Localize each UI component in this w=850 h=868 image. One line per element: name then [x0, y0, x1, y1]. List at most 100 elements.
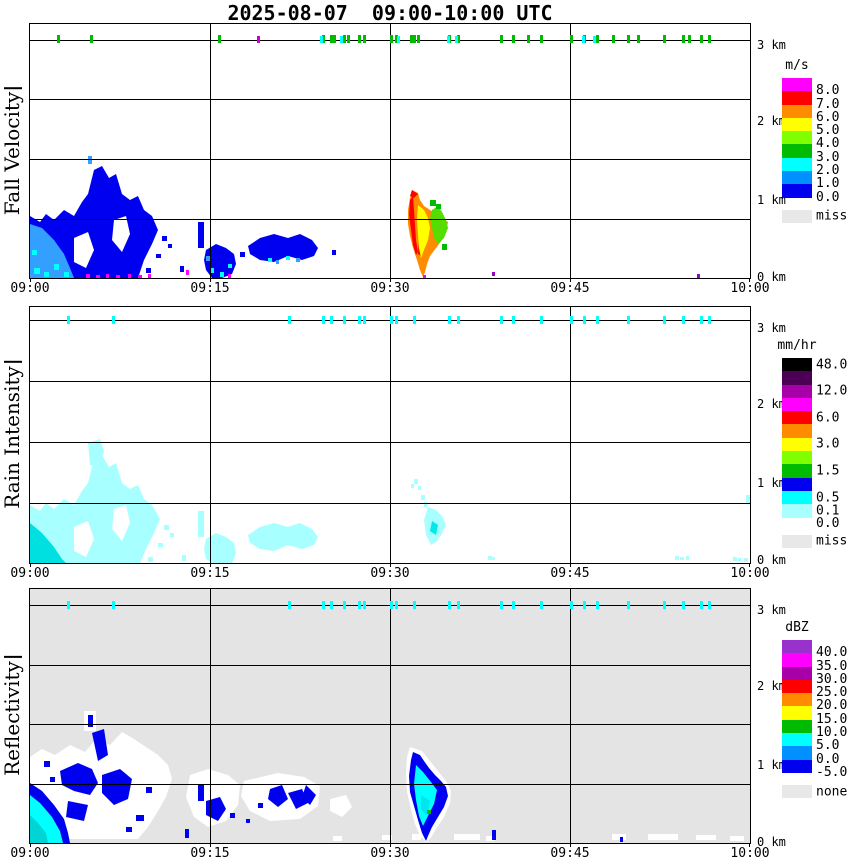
- x-tick: [210, 278, 211, 282]
- axis-title-bar: [4, 656, 22, 659]
- x-tick: [570, 563, 571, 567]
- legend-label: 40.0: [816, 645, 848, 661]
- legend-label: 48.0: [816, 357, 848, 373]
- axis-title-fall-velocity: Fall Velocity: [0, 86, 24, 215]
- legend-band: [782, 477, 812, 491]
- axis-title-rain-intensity: Rain Intensity: [0, 361, 24, 509]
- legend-label: 0.1: [816, 503, 840, 519]
- x-tick: [390, 278, 391, 282]
- legend-band: [782, 424, 812, 438]
- legend-miss-band: none: [782, 784, 847, 799]
- legend-band: 40.0: [782, 640, 847, 660]
- legend-label: 8.0: [816, 83, 840, 99]
- x-tick: [210, 563, 211, 567]
- panel-reflectivity: Reflectivity 3 km 2 km 1 km 0 km 09:00 0…: [0, 588, 786, 861]
- legend-label: 0.5: [816, 490, 840, 506]
- legend-label: -5.0: [816, 764, 848, 780]
- legend-band: 3.0: [782, 144, 839, 165]
- legend-label: 5.0: [816, 123, 840, 139]
- legend-band: 5.0: [782, 117, 839, 138]
- legend-label: 1.5: [816, 463, 840, 479]
- x-tick: [570, 843, 571, 847]
- legend-title: mm/hr: [777, 338, 817, 353]
- legend-band: 35.0: [782, 653, 847, 674]
- legend-label: 35.0: [816, 658, 848, 674]
- legend-band: -5.0: [782, 759, 847, 780]
- ylabel-1km: 1 km: [757, 193, 786, 207]
- x-tick: [749, 278, 750, 282]
- legend-label: 25.0: [816, 685, 848, 701]
- legend-label: 3.0: [816, 436, 840, 452]
- x-tick: [30, 563, 31, 567]
- legend-label: 2.0: [816, 163, 840, 179]
- legend-band: 3.0: [782, 437, 839, 452]
- legend-band: 1.0: [782, 171, 839, 191]
- legend-miss-band: miss: [782, 534, 847, 549]
- ylabel-0km: 0 km: [757, 553, 786, 567]
- ylabel-1km: 1 km: [757, 476, 786, 490]
- x-tick: [570, 278, 571, 282]
- legend-label: 15.0: [816, 711, 848, 727]
- legend-band: 10.0: [782, 719, 847, 740]
- legend-band: [782, 397, 812, 412]
- ylabel-3km: 3 km: [757, 603, 786, 617]
- legend-band: 15.0: [782, 706, 847, 727]
- xlabel-0915: 09:15: [190, 846, 230, 861]
- legend-rain-intensity: mm/hr 48.0 12.0 6.0 3.0 1.5 0.5 0.1 0.0 miss: [777, 338, 847, 549]
- ylabel-0km: 0 km: [757, 270, 786, 284]
- legend-label: 20.0: [816, 698, 848, 714]
- legend-title: dBZ: [785, 620, 809, 635]
- legend-band: 6.0: [782, 410, 839, 425]
- legend-label: 3.0: [816, 149, 840, 165]
- legend-label: none: [816, 784, 848, 800]
- axis-title-bar: [4, 86, 22, 89]
- legend-band: 48.0: [782, 357, 847, 372]
- ylabel-1km: 1 km: [757, 758, 786, 772]
- xlabel-0915: 09:15: [190, 281, 230, 296]
- axis-title-reflectivity: Reflectivity: [0, 656, 24, 776]
- legend-title: m/s: [785, 58, 809, 73]
- xlabel-0930: 09:30: [370, 846, 410, 861]
- xlabel-0900: 09:00: [10, 281, 50, 296]
- xlabel-0945: 09:45: [550, 566, 590, 581]
- legend-band: 7.0: [782, 91, 839, 112]
- fall-velocity-heatmap: [30, 24, 750, 278]
- x-tick: [210, 843, 211, 847]
- legend-band: 4.0: [782, 131, 839, 151]
- x-tick: [749, 843, 750, 847]
- xlabel-0915: 09:15: [190, 566, 230, 581]
- xlabel-0945: 09:45: [550, 281, 590, 296]
- legend-band: 30.0: [782, 666, 847, 687]
- legend-band: 20.0: [782, 693, 847, 713]
- legend-label: 10.0: [816, 725, 848, 741]
- legend-band: 0.1: [782, 503, 839, 518]
- legend-band: 0.5: [782, 490, 839, 505]
- page-title: 2025-08-07 09:00-10:00 UTC: [227, 1, 553, 25]
- legend-label: miss: [816, 533, 848, 549]
- x-tick: [390, 563, 391, 567]
- legend-label: 5.0: [816, 738, 840, 754]
- ylabel-3km: 3 km: [757, 38, 786, 52]
- xlabel-0900: 09:00: [10, 846, 50, 861]
- legend-miss-band: miss: [782, 209, 847, 224]
- ylabel-2km: 2 km: [757, 679, 786, 693]
- legend-label: 6.0: [816, 109, 840, 125]
- x-tick: [30, 278, 31, 282]
- axis-title-bar: [4, 361, 22, 364]
- legend-fall-velocity: m/s 8.0 7.0 6.0 5.0 4.0 3.0 2.0 1.0 0.0 miss: [782, 58, 847, 224]
- legend-label: 7.0: [816, 96, 840, 112]
- legend-label: 30.0: [816, 671, 848, 687]
- legend-band: 1.5: [782, 464, 839, 479]
- legend-label: 0.0: [816, 189, 840, 205]
- legend-reflectivity: dBZ 40.0 35.0 30.0 25.0 20.0 15.0 10.0 5.0 0.0 -5.…: [782, 620, 847, 799]
- legend-label: 4.0: [816, 136, 840, 152]
- xlabel-0930: 09:30: [370, 281, 410, 296]
- legend-band: 6.0: [782, 104, 839, 125]
- legend-band: 0.0: [782, 184, 839, 205]
- legend-band: 5.0: [782, 733, 839, 753]
- ylabel-2km: 2 km: [757, 397, 786, 411]
- legend-band: 25.0: [782, 679, 847, 700]
- xlabel-1000: 10:00: [730, 566, 770, 581]
- legend-band: 0.0: [782, 746, 839, 767]
- legend-label: 6.0: [816, 410, 840, 426]
